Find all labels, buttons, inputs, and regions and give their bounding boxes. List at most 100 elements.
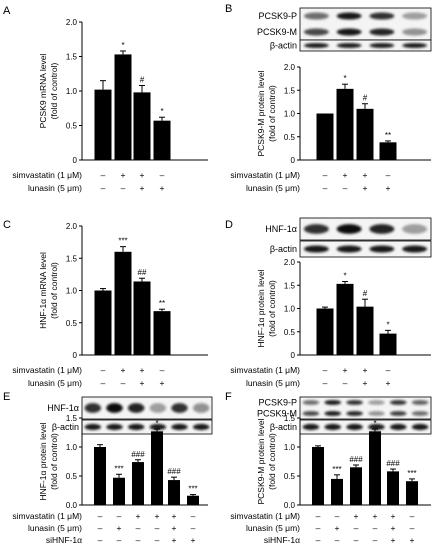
treatment-mark: – [343,378,348,388]
treatment-mark: – [98,535,103,545]
panel-e: E HNF-1α β-actin 0.0 0.5 1.0 1.5 HNF-1α protein… [3,391,213,545]
bar [94,290,112,355]
blot-strip [299,217,432,241]
y-tick-label: 1.5 [284,281,296,290]
treatment-mark: + [363,365,368,375]
blot-row-label: PCSK9-P [258,398,297,408]
blot-band [324,411,342,416]
y-tick-label: 1.0 [284,305,296,314]
blot-strip [81,396,213,420]
treatment-label: lunasin (5 μm) [28,183,82,193]
y-axis-label: (fold of control) [267,85,277,142]
blot-strip [299,396,432,420]
blot-band [402,43,428,48]
treatment-mark: – [316,523,321,533]
bar [151,431,163,505]
treatment-mark: + [160,183,165,193]
blot-band [302,400,320,405]
y-axis-label: PCSK9-M protein level [256,70,266,156]
y-tick-label: 0 [73,156,78,165]
significance-label: *** [407,469,416,478]
y-tick-label: 2.0 [66,18,78,27]
blot-row-label: HNF-1α [47,403,79,413]
blot-strip [81,419,213,435]
blot-band [346,411,363,416]
y-axis-label: (fold of control) [49,433,59,490]
treatment-mark: – [316,511,321,521]
treatment-mark: + [172,535,177,545]
blot-row-label: β-actin [270,41,297,51]
treatment-mark: – [354,535,359,545]
blot-band [149,403,167,413]
y-tick-label: 0.5 [284,472,296,481]
bar [94,447,106,505]
treatment-mark: – [136,523,141,533]
treatment-label: simvastatin (1 μM) [230,511,300,521]
treatment-mark: – [98,523,103,533]
blot-band [127,403,145,413]
bar [114,54,132,160]
blot-band [192,403,210,413]
panel-a: A 0 0.5 1.0 1.5 2.0 PCSK9 mRNA level (fold of c… [3,5,208,193]
treatment-label: lunasin (5 μm) [246,378,300,388]
treatment-mark: – [316,535,321,545]
bar [331,478,343,505]
blot-band [368,411,385,416]
blot-band [303,43,329,48]
blot-band [389,400,407,405]
significance-label: ## [138,268,147,277]
bar [350,467,362,505]
treatment-label: siHNF-1α [264,535,300,545]
significance-label: *** [114,464,123,473]
blot-band [369,43,395,48]
treatment-mark: – [160,170,165,180]
treatment-mark: – [101,365,106,375]
significance-label: * [343,272,346,281]
y-tick-label: 1.0 [66,87,78,96]
y-tick-label: 1.5 [284,414,296,423]
blot-band [336,12,362,20]
treatment-mark: – [98,511,103,521]
bar [187,495,199,505]
y-tick-label: 1.5 [66,414,78,423]
blot-row-label: β-actin [270,422,297,432]
blot-band [369,224,395,234]
bar [336,283,354,355]
treatment-mark: – [117,535,122,545]
significance-label: ### [386,459,400,468]
y-axis-label: (fold of control) [267,280,277,337]
significance-label: * [121,41,124,50]
y-tick-label: 0.5 [66,319,78,328]
y-axis-label: PCSK9-M protein level [256,418,266,504]
significance-label: # [140,75,145,84]
y-tick-label: 0 [291,156,296,165]
treatment-mark: – [101,183,106,193]
significance-label: ### [131,450,145,459]
treatment-label: simvastatin (1 μM) [230,170,300,180]
treatment-mark: – [155,535,160,545]
bar [406,481,418,505]
bar [132,462,144,505]
y-tick-label: 1.5 [284,86,296,95]
significance-label: * [386,320,389,329]
blot-strip [299,39,432,52]
significance-label: * [373,419,376,428]
panel-letter: F [225,391,232,403]
blot-band [389,411,407,416]
treatment-mark: – [191,523,196,533]
y-axis-label: (fold of control) [49,62,59,119]
treatment-mark: + [410,535,415,545]
significance-label: # [363,289,368,298]
blot-band [411,411,429,416]
blot-band [346,423,363,431]
blot-band [402,245,428,253]
blot-band [303,245,329,253]
treatment-mark: + [140,170,145,180]
treatment-mark: + [363,378,368,388]
blot-band [368,400,385,405]
blot-band [336,28,362,36]
blot-band [171,423,188,431]
blot-band [302,423,320,431]
